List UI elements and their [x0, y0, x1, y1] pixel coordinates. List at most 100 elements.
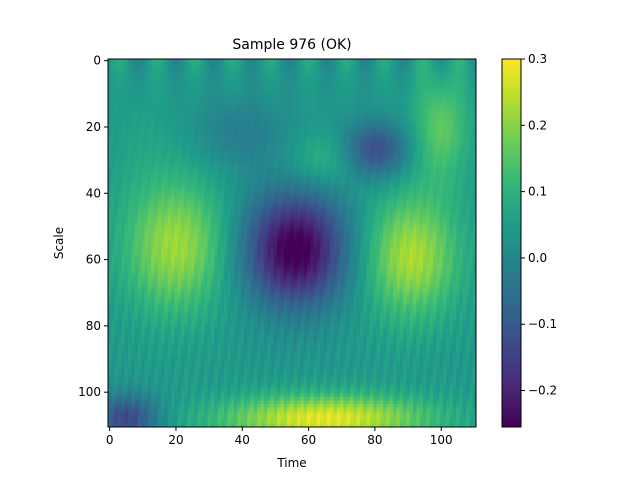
heatmap-cell: [406, 65, 411, 70]
heatmap-cell: [267, 148, 271, 153]
heatmap-cell: [333, 135, 338, 139]
heatmap-cell: [389, 135, 394, 139]
heatmap-cell: [217, 98, 222, 103]
heatmap-cell: [310, 141, 314, 146]
heatmap-cell: [376, 201, 381, 206]
heatmap-cell: [283, 98, 288, 103]
heatmap-cell: [273, 171, 278, 176]
heatmap-cell: [108, 102, 112, 106]
heatmap-cell: [157, 85, 162, 90]
heatmap-cell: [230, 121, 235, 126]
heatmap-cell: [356, 78, 361, 83]
heatmap-cell: [273, 158, 278, 163]
heatmap-cell: [316, 148, 321, 153]
heatmap-cell: [117, 191, 122, 196]
heatmap-cell: [336, 59, 341, 63]
heatmap-cell: [247, 138, 251, 143]
heatmap-cell: [399, 78, 404, 83]
heatmap-cell: [429, 201, 434, 206]
heatmap-cell: [141, 161, 145, 166]
heatmap-cell: [403, 98, 407, 103]
heatmap-cell: [177, 128, 182, 133]
heatmap-cell: [409, 194, 414, 199]
heatmap-cell: [416, 92, 420, 96]
heatmap-cell: [340, 88, 344, 93]
heatmap-cell: [333, 121, 338, 126]
heatmap-cell: [267, 175, 271, 179]
heatmap-cell: [283, 151, 288, 156]
heatmap-cell: [224, 112, 228, 116]
heatmap-cell: [340, 131, 344, 136]
heatmap-cell: [108, 105, 112, 110]
heatmap-cell: [207, 168, 212, 173]
heatmap-cell: [257, 102, 261, 106]
heatmap-cell: [303, 181, 308, 186]
heatmap-cell: [270, 112, 275, 116]
heatmap-cell: [413, 198, 417, 202]
heatmap-cell: [436, 191, 440, 196]
heatmap-cell: [273, 204, 278, 209]
heatmap-cell: [426, 92, 430, 96]
heatmap-cell: [439, 118, 444, 123]
heatmap-cell: [121, 175, 125, 179]
heatmap-cell: [247, 65, 251, 70]
heatmap-cell: [134, 191, 139, 196]
heatmap-cell: [141, 194, 145, 199]
heatmap-cell: [134, 165, 139, 169]
heatmap-cell: [469, 171, 474, 176]
heatmap-cell: [462, 148, 467, 153]
heatmap-cell: [224, 151, 228, 156]
heatmap-cell: [111, 68, 115, 73]
heatmap-cell: [449, 92, 454, 96]
heatmap-cell: [363, 78, 367, 83]
heatmap-cell: [184, 112, 188, 116]
heatmap-cell: [409, 82, 414, 86]
heatmap-cell: [462, 121, 467, 126]
heatmap-cell: [131, 59, 135, 63]
heatmap-cell: [247, 184, 251, 189]
heatmap-cell: [217, 168, 222, 173]
heatmap-cell: [432, 201, 437, 206]
heatmap-cell: [396, 194, 401, 199]
heatmap-cell: [353, 171, 357, 176]
heatmap-cell: [260, 59, 265, 63]
heatmap-cell: [210, 155, 215, 159]
heatmap-cell: [396, 108, 401, 113]
heatmap-cell: [416, 68, 420, 73]
heatmap-cell: [413, 125, 417, 129]
heatmap-cell: [459, 168, 464, 173]
heatmap-cell: [386, 188, 391, 192]
heatmap-cell: [376, 135, 381, 139]
heatmap-cell: [413, 75, 417, 80]
heatmap-cell: [290, 135, 295, 139]
heatmap-cell: [389, 125, 394, 129]
heatmap-cell: [174, 191, 178, 196]
heatmap-cell: [456, 72, 460, 76]
heatmap-cell: [346, 135, 351, 139]
heatmap-cell: [336, 161, 341, 166]
heatmap-cell: [313, 184, 318, 189]
heatmap-cell: [220, 112, 225, 116]
heatmap-cell: [283, 88, 288, 93]
heatmap-cell: [310, 82, 314, 86]
heatmap-cell: [240, 82, 245, 86]
heatmap-cell: [396, 72, 401, 76]
heatmap-cell: [356, 75, 361, 80]
heatmap-cell: [416, 171, 420, 176]
heatmap-cell: [283, 155, 288, 159]
heatmap-cell: [210, 138, 215, 143]
heatmap-cell: [207, 155, 212, 159]
heatmap-cell: [336, 112, 341, 116]
heatmap-cell: [462, 112, 467, 116]
heatmap-cell: [386, 59, 391, 63]
heatmap-cell: [217, 105, 222, 110]
heatmap-cell: [326, 88, 331, 93]
heatmap-cell: [366, 138, 371, 143]
heatmap-cell: [277, 178, 281, 183]
heatmap-cell: [469, 194, 474, 199]
heatmap-cell: [436, 95, 440, 100]
heatmap-cell: [197, 158, 202, 163]
heatmap-cell: [287, 62, 291, 66]
heatmap-cell: [459, 148, 464, 153]
heatmap-cell: [170, 59, 175, 63]
